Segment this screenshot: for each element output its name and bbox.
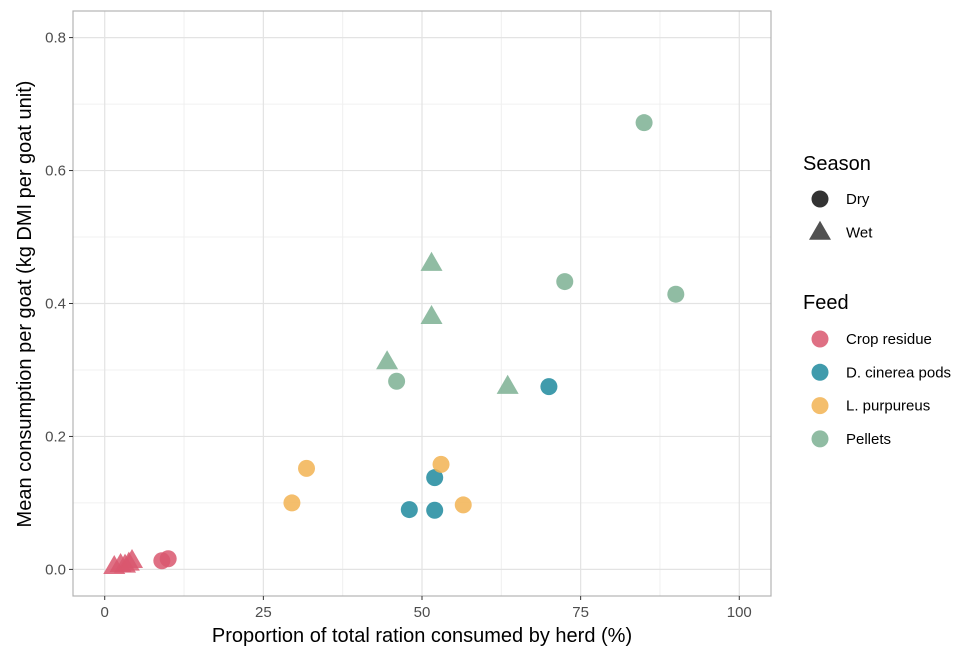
data-point-circle: [540, 378, 558, 396]
legend-key-feed: [811, 363, 829, 381]
data-point-triangle: [376, 350, 399, 370]
y-tick-label: 0.8: [45, 30, 66, 47]
data-point-circle: [400, 501, 418, 519]
season-legend-title: Season: [803, 153, 871, 175]
feed-legend-label: Crop residue: [846, 331, 932, 348]
data-point-circle: [388, 372, 406, 390]
data-point-circle: [159, 550, 177, 568]
x-tick-label: 100: [727, 604, 752, 621]
legend-key-wet-triangle: [809, 220, 831, 240]
feed-legend-label: D. cinerea pods: [846, 364, 951, 381]
data-point-circle: [426, 469, 444, 487]
data-point-circle: [298, 459, 316, 477]
x-axis-title: Proportion of total ration consumed by h…: [212, 625, 632, 646]
data-point-circle: [283, 494, 301, 512]
data-points: [103, 114, 685, 574]
data-point-triangle: [420, 304, 443, 325]
legend-key-feed: [811, 430, 829, 448]
data-point-circle: [454, 496, 472, 514]
y-tick-label: 0.4: [45, 296, 66, 313]
y-axis-title: Mean consumption per goat (kg DMI per go…: [14, 81, 36, 528]
x-tick-label: 50: [414, 604, 431, 621]
season-legend-label: Dry: [846, 191, 870, 208]
y-tick-label: 0.0: [45, 561, 66, 578]
data-point-circle: [635, 114, 653, 132]
data-point-triangle: [496, 374, 519, 394]
feed-legend-title: Feed: [803, 292, 849, 314]
legend-key-feed: [811, 330, 829, 348]
feed-legend-label: L. purpureus: [846, 398, 930, 415]
x-tick-label: 0: [101, 604, 109, 621]
legend-key-dry-circle: [811, 190, 829, 208]
season-legend: Season Dry Wet: [803, 153, 873, 242]
x-tick-label: 25: [255, 604, 272, 621]
axis-ticks: 0 25 50 75 100 0.0 0.2 0.4 0.6 0.8: [45, 30, 752, 621]
feed-legend-label: Pellets: [846, 431, 891, 448]
y-tick-label: 0.2: [45, 428, 66, 445]
data-point-circle: [556, 273, 574, 291]
data-point-triangle: [420, 251, 443, 271]
legend-key-feed: [811, 397, 829, 415]
data-point-circle: [426, 501, 444, 519]
feed-legend: Feed Crop residue D. cinerea pods L. purpu…: [803, 292, 951, 448]
data-point-circle: [432, 455, 450, 473]
data-point-circle: [667, 285, 685, 303]
grid: [73, 11, 771, 596]
x-tick-label: 75: [572, 604, 589, 621]
data-point-triangle: [121, 548, 144, 569]
season-legend-label: Wet: [846, 225, 873, 242]
y-tick-label: 0.6: [45, 163, 66, 180]
